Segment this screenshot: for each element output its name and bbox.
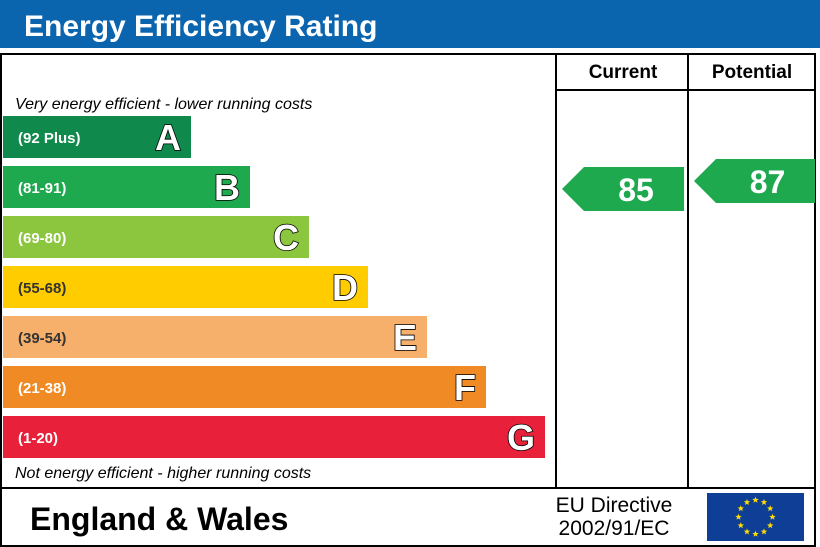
band-bar-e [3,316,427,358]
band-range-e: (39-54) [18,330,66,347]
eu-flag-stars [735,496,776,537]
rating-bands: (92 Plus) A (81-91) B (69-80) C (55-68) D (39-54… [3,116,545,459]
band-bar-d [3,266,368,308]
eu-star [737,505,745,512]
band-letter-c: C [273,217,299,258]
band-letter-e: E [393,317,417,358]
rating-arrows: 85 87 [562,159,815,211]
eu-star [760,498,768,506]
eu-star [752,496,759,503]
title-bar [0,0,820,48]
band-bar-g [3,416,545,458]
current-header: Current [589,62,658,83]
band-range-f: (21-38) [18,380,66,397]
eu-star [760,528,768,535]
band-range-b: (81-91) [18,180,66,197]
band-letter-b: B [214,167,240,208]
band-bar-f [3,366,486,408]
band-letter-f: F [454,367,476,408]
band-range-c: (69-80) [18,230,66,247]
eu-star [766,522,774,529]
band-bar-c [3,216,309,258]
region-label: England & Wales [30,501,288,537]
eu-star [743,498,751,506]
eu-star [769,513,776,520]
top-note: Very energy efficient - lower running co… [15,96,312,113]
band-letter-g: G [507,417,535,458]
eu-star [743,528,751,535]
directive-line-2: 2002/91/EC [559,517,670,540]
potential-rating-arrow [694,159,815,203]
band-bar-b [3,166,250,208]
bottom-note: Not energy efficient - higher running co… [15,465,311,482]
current-rating-value: 85 [618,172,654,208]
eu-star [737,522,745,529]
potential-rating-value: 87 [750,164,786,200]
band-letter-a: A [155,117,181,158]
band-letter-d: D [332,267,358,308]
potential-header: Potential [712,62,792,83]
eu-star [766,505,774,512]
band-range-g: (1-20) [18,430,58,447]
band-bar-a [3,116,191,158]
band-range-d: (55-68) [18,280,66,297]
band-range-a: (92 Plus) [18,130,81,147]
eu-star [735,513,742,520]
current-rating-arrow [562,167,684,211]
chart-title: Energy Efficiency Rating [24,10,377,43]
directive-line-1: EU Directive [556,494,673,517]
eu-star [752,530,759,537]
